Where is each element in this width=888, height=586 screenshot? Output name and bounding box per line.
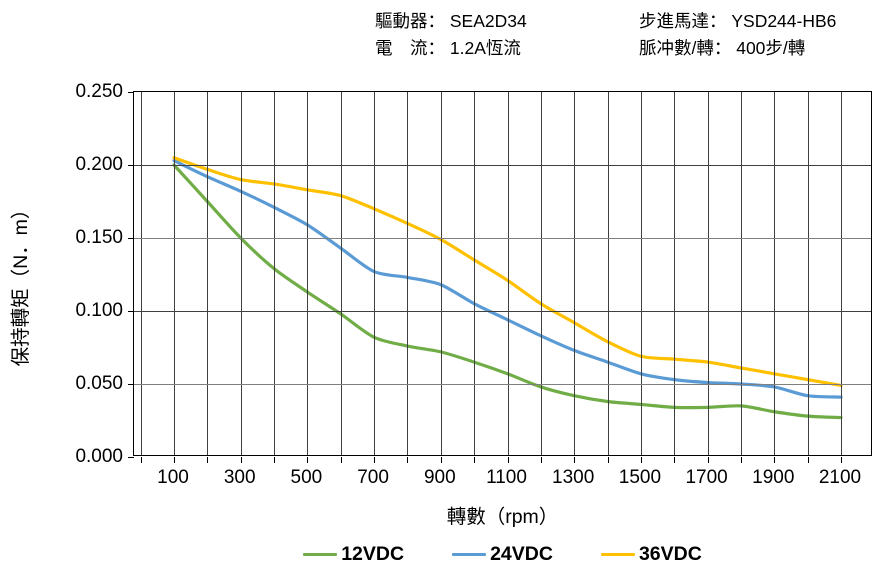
grid-vline [407, 92, 409, 455]
grid-vline [307, 92, 309, 455]
y-axis-tick [128, 92, 134, 93]
x-axis-label: 500 [290, 467, 323, 488]
x-axis-tick [540, 457, 542, 463]
x-axis-tick [407, 457, 409, 463]
x-axis-tick [274, 457, 276, 463]
grid-vline [140, 92, 142, 455]
y-axis-tick [128, 165, 134, 166]
grid-vline [240, 92, 242, 455]
y-axis-tick [128, 238, 134, 239]
y-axis-tick [128, 384, 134, 385]
y-axis-label: 0.050 [75, 373, 123, 394]
x-axis-tick [740, 457, 742, 463]
x-axis-tick [474, 457, 476, 463]
legend-swatch-icon [303, 552, 338, 557]
x-axis-label: 2100 [818, 467, 862, 488]
y-axis-label: 0.250 [75, 81, 123, 102]
grid-vline [207, 92, 209, 455]
grid-hline [134, 165, 871, 166]
y-axis-tick [128, 311, 134, 312]
y-axis-label: 0.100 [75, 300, 123, 321]
grid-vline [841, 92, 842, 455]
legend-swatch-icon [600, 552, 635, 557]
x-axis-label: 1900 [752, 467, 795, 488]
pulse-value: 400步/轉 [736, 38, 806, 58]
legend-item-24vdc[interactable]: 24VDC [452, 543, 553, 566]
x-axis-tick [640, 457, 642, 463]
grid-vline [474, 92, 476, 455]
grid-vline [440, 92, 442, 455]
x-axis-tick [207, 457, 209, 463]
grid-vline [674, 92, 676, 455]
motor-label: 步進馬達： [638, 11, 727, 31]
x-axis-tick [140, 457, 142, 463]
driver-label: 驅動器： [375, 11, 445, 31]
y-axis-label: 0.000 [75, 446, 123, 467]
legend-label: 12VDC [341, 543, 405, 565]
grid-hline [134, 238, 871, 239]
x-axis-label: 900 [423, 467, 456, 488]
grid-vline [540, 92, 542, 455]
header-row-driver: 驅動器： SEA2D34 步進馬達： YSD244-HB6 [0, 8, 888, 35]
legend-item-36vdc[interactable]: 36VDC [600, 543, 702, 566]
plot-area [128, 91, 872, 463]
y-axis-tick [128, 457, 134, 458]
x-axis-title: 轉數（rpm） [446, 506, 559, 528]
x-axis-tick [774, 457, 776, 463]
x-axis-tick [374, 457, 376, 463]
grid-vline [774, 92, 776, 455]
grid-vline [707, 92, 709, 455]
chart-legend: 12VDC 24VDC 36VDC [133, 543, 872, 566]
x-axis-tick [440, 457, 442, 463]
x-axis-label: 1300 [552, 467, 595, 488]
current-label: 電 流： [375, 38, 445, 58]
series-lines [172, 156, 843, 420]
x-axis-label: 1500 [618, 467, 662, 488]
x-axis-label: 1100 [486, 467, 527, 488]
x-axis-tick [707, 457, 709, 463]
grid-vline [174, 92, 175, 455]
x-axis-tick [674, 457, 676, 463]
header-row-current: 電 流： 1.2A恆流 脈冲數/轉： 400步/轉 [0, 35, 888, 62]
x-axis-tick [574, 457, 576, 463]
legend-label: 24VDC [490, 543, 553, 565]
x-axis-tick [841, 457, 842, 463]
legend-swatch-icon [452, 552, 487, 557]
grid-vline [340, 92, 342, 455]
y-axis-title: 保持轉矩（N．m） [10, 199, 32, 367]
y-axis-label: 0.150 [75, 227, 123, 248]
grid-vline [640, 92, 642, 455]
x-axis-tick [507, 457, 509, 463]
grid-vline [574, 92, 576, 455]
x-axis-label: 700 [357, 467, 389, 488]
x-axis-label: 300 [223, 467, 256, 488]
pulse-label: 脈冲數/轉： [638, 38, 732, 58]
x-axis-tick [607, 457, 609, 463]
grid-vline [507, 92, 509, 455]
motor-value: YSD244-HB6 [731, 11, 837, 31]
grid-vline [807, 92, 809, 455]
current-value: 1.2A恆流 [449, 38, 521, 58]
x-axis-tick [340, 457, 342, 463]
grid-hline [134, 311, 871, 312]
driver-value: SEA2D34 [449, 11, 527, 31]
legend-label: 36VDC [638, 543, 702, 565]
x-axis-label: 100 [157, 467, 189, 488]
x-axis-tick [807, 457, 809, 463]
grid-hline [134, 384, 871, 385]
x-axis-label: 1700 [685, 467, 728, 488]
grid-vline [740, 92, 742, 455]
grid-vline [274, 92, 276, 455]
x-axis-tick [240, 457, 242, 463]
x-axis-tick [174, 457, 175, 463]
grid-vline [374, 92, 376, 455]
chart-header: 驅動器： SEA2D34 步進馬達： YSD244-HB6 電 流： 1.2A恆… [0, 8, 888, 62]
legend-item-12vdc[interactable]: 12VDC [303, 543, 404, 566]
x-axis-tick [307, 457, 309, 463]
grid-vline [607, 92, 609, 455]
y-axis-label: 0.200 [75, 154, 123, 175]
